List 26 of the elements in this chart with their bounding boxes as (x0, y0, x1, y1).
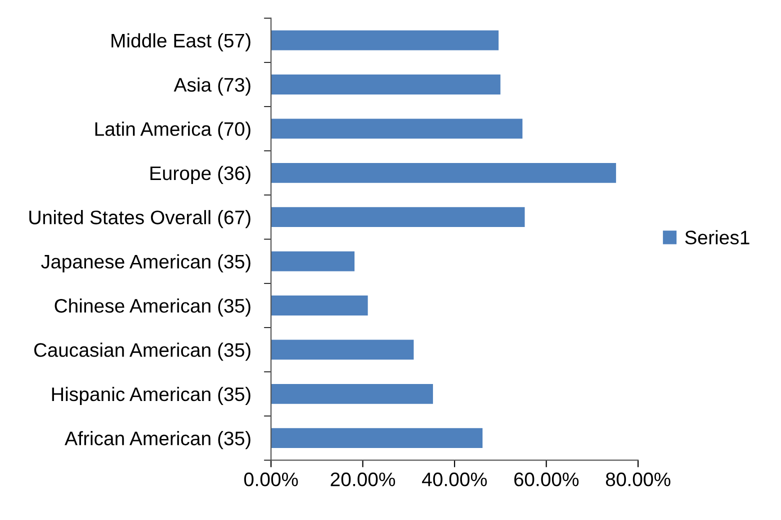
y-tick-label: Latin America (70) (95, 122, 250, 140)
bar (271, 207, 525, 228)
x-tick-label: 0.00% (244, 472, 298, 486)
bar (271, 251, 355, 272)
y-tick-label: Europe (36) (150, 166, 250, 184)
bar (271, 340, 414, 360)
y-tick-label: Chinese American (35) (54, 298, 250, 317)
y-tick-label: United States Overall (67) (29, 210, 250, 228)
y-tick-label: Middle East (57) (112, 33, 250, 52)
y-tick-label: Hispanic American (35) (52, 386, 250, 405)
bar (271, 384, 433, 404)
bar (271, 428, 483, 448)
y-tick-label: Caucasian American (35) (34, 342, 250, 361)
y-tick-label: African American (35) (64, 431, 250, 450)
x-tick-label: 20.00% (330, 472, 396, 486)
y-tick-label: Japanese American (35) (41, 254, 250, 272)
bar (271, 30, 499, 50)
x-tick-label: 60.00% (514, 472, 579, 486)
bar (271, 74, 500, 94)
legend-label: Series1 (685, 230, 750, 244)
x-tick-label: 80.00% (606, 472, 670, 486)
x-tick-label: 40.00% (422, 472, 487, 486)
y-tick-label: Asia (73) (174, 77, 250, 96)
bar (271, 162, 616, 183)
bar (271, 118, 522, 139)
bar (271, 296, 368, 316)
